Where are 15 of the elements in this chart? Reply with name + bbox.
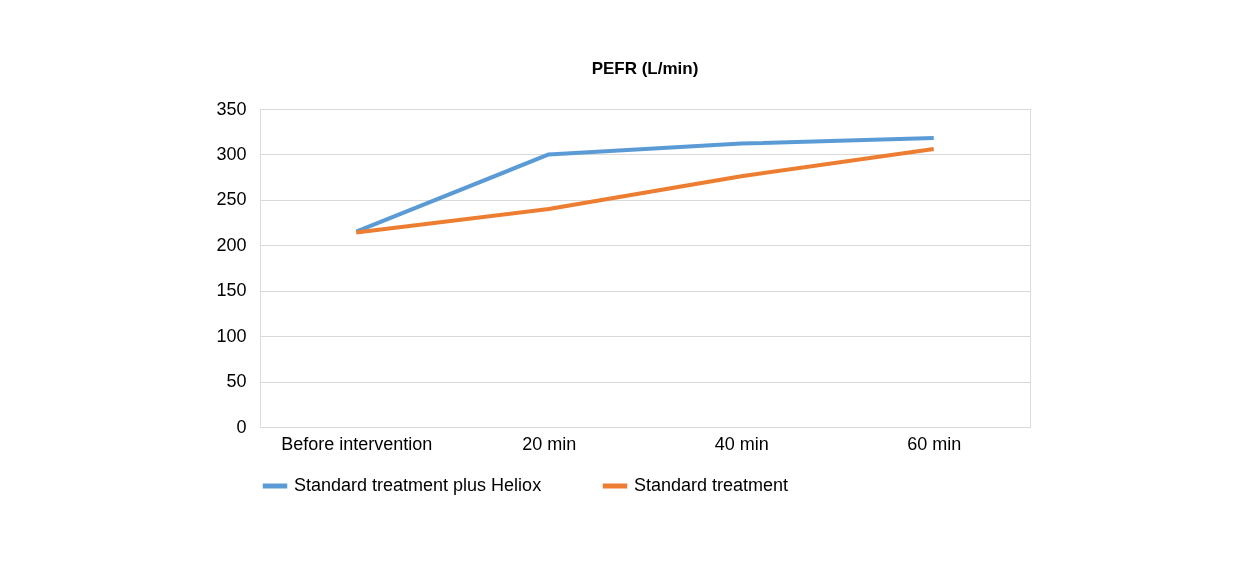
- y-tick-label: 0: [236, 416, 247, 437]
- y-tick-label: 150: [216, 280, 247, 301]
- legend-label: Standard treatment plus Heliox: [294, 475, 542, 495]
- x-tick-label: Before intervention: [281, 433, 433, 454]
- y-tick-label: 100: [216, 325, 247, 346]
- y-tick-label: 200: [216, 234, 247, 255]
- y-tick-label: 300: [216, 143, 247, 164]
- x-tick-label: 20 min: [522, 433, 577, 454]
- y-tick-label: 50: [226, 371, 247, 392]
- y-tick-label: 350: [216, 98, 247, 119]
- x-tick-label: 60 min: [907, 433, 962, 454]
- x-tick-label: 40 min: [714, 433, 769, 454]
- legend-label: Standard treatment: [634, 475, 789, 495]
- y-tick-label: 250: [216, 189, 247, 210]
- chart-title: PEFR (L/min): [591, 59, 699, 78]
